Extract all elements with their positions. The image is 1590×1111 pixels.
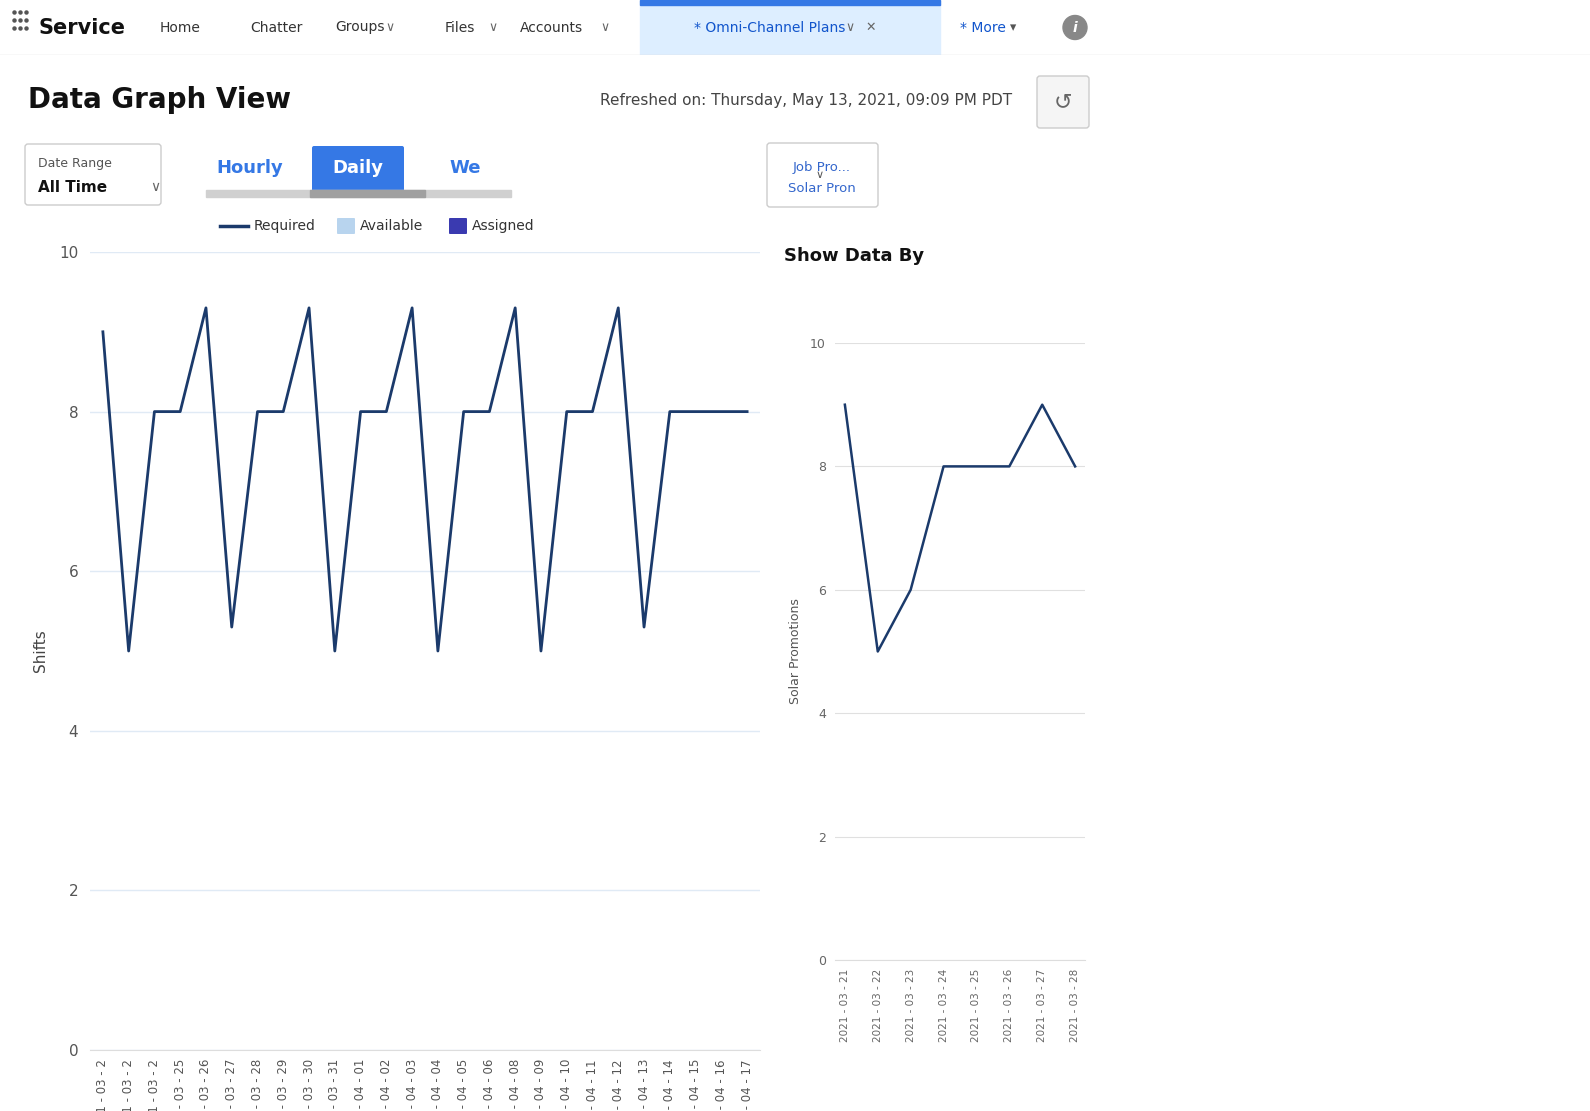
Bar: [310, 190, 425, 197]
Text: ∨: ∨: [844, 21, 854, 34]
Text: Hourly: Hourly: [216, 159, 283, 177]
Text: ✕: ✕: [865, 21, 876, 34]
Text: * More: * More: [960, 20, 1006, 34]
Text: Groups: Groups: [335, 20, 385, 34]
Y-axis label: Shifts: Shifts: [33, 630, 48, 672]
FancyBboxPatch shape: [1037, 76, 1089, 128]
Text: Date Range: Date Range: [38, 158, 111, 170]
Text: ∨: ∨: [599, 21, 609, 34]
Text: Accounts: Accounts: [520, 20, 584, 34]
FancyBboxPatch shape: [766, 143, 878, 207]
Text: We: We: [450, 159, 480, 177]
Text: Daily: Daily: [332, 159, 383, 177]
FancyBboxPatch shape: [312, 146, 404, 192]
Text: ∨: ∨: [385, 21, 394, 34]
Text: Data Graph View: Data Graph View: [29, 86, 291, 114]
Text: Available: Available: [359, 219, 423, 233]
Text: Job Pro...: Job Pro...: [793, 161, 851, 174]
Text: Job Profile: Job Profile: [873, 291, 987, 310]
FancyBboxPatch shape: [25, 144, 161, 206]
Y-axis label: Solar Promotions: Solar Promotions: [789, 599, 801, 704]
Text: Solar Pron: Solar Pron: [789, 181, 855, 194]
Text: * Omni-Channel Plans: * Omni-Channel Plans: [695, 20, 846, 34]
Text: ↺: ↺: [1054, 92, 1072, 112]
Text: Files: Files: [445, 20, 475, 34]
Text: ∨: ∨: [149, 180, 161, 194]
Text: ∨: ∨: [488, 21, 498, 34]
Bar: [207, 190, 510, 197]
Text: Home: Home: [161, 20, 200, 34]
Text: All Time: All Time: [38, 180, 107, 194]
Text: Chatter: Chatter: [250, 20, 302, 34]
Bar: [641, 0, 940, 56]
Text: Show Data By: Show Data By: [784, 247, 924, 266]
Text: Assigned: Assigned: [472, 219, 534, 233]
FancyBboxPatch shape: [337, 218, 355, 234]
FancyBboxPatch shape: [448, 218, 467, 234]
Bar: [641, 0, 940, 6]
Text: ∨: ∨: [816, 170, 824, 180]
Circle shape: [1064, 16, 1088, 40]
Text: Refreshed on: Thursday, May 13, 2021, 09:09 PM PDT: Refreshed on: Thursday, May 13, 2021, 09…: [599, 92, 1013, 108]
Text: Service: Service: [38, 18, 126, 38]
Text: i: i: [1073, 20, 1078, 34]
Text: Required: Required: [254, 219, 316, 233]
Text: ▾: ▾: [1010, 21, 1016, 34]
